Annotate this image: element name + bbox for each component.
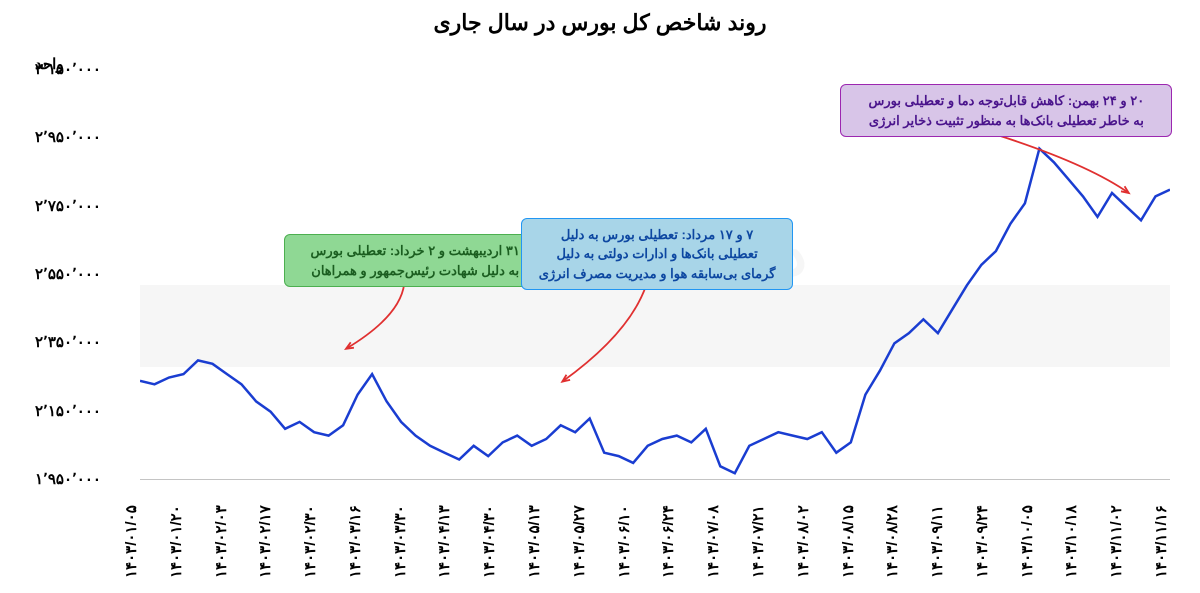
x-tick-label: ۱۴۰۳/۰۱/۰۵	[122, 505, 140, 578]
x-tick-label: ۱۴۰۳/۰۸/۲۸	[883, 505, 901, 578]
x-tick-label: ۱۴۰۳/۱۰/۰۵	[1018, 505, 1036, 578]
x-tick-label: ۱۴۰۳/۰۷/۲۱	[749, 505, 767, 578]
x-tick-label: ۱۴۰۳/۰۱/۲۰	[167, 505, 185, 578]
y-tick-label: ۲٬۹۵۰٬۰۰۰	[35, 128, 130, 146]
chart-title: روند شاخص کل بورس در سال جاری	[10, 10, 1190, 36]
chart-container: روند شاخص کل بورس در سال جاری واحد دنیای…	[10, 10, 1190, 583]
x-tick-label: ۱۴۰۳/۰۴/۳۰	[480, 505, 498, 578]
x-tick-label: ۱۴۰۳/۰۸/۰۲	[794, 505, 812, 578]
y-tick-label: ۲٬۵۵۰٬۰۰۰	[35, 265, 130, 283]
x-tick-label: ۱۴۰۳/۰۲/۱۷	[256, 505, 274, 578]
index-line	[140, 149, 1170, 474]
y-tick-label: ۳٬۱۵۰٬۰۰۰	[35, 60, 130, 78]
y-tick-label: ۱٬۹۵۰٬۰۰۰	[35, 470, 130, 488]
x-tick-label: ۱۴۰۳/۰۲/۰۳	[212, 505, 230, 578]
annotation-box: ۲۰ و ۲۴ بهمن: کاهش قابل‌توجه دما و تعطیل…	[840, 84, 1172, 137]
x-tick-label: ۱۴۰۳/۱۱/۱۶	[1152, 505, 1170, 578]
x-tick-label: ۱۴۰۳/۱۱/۰۲	[1107, 505, 1125, 578]
x-tick-label: ۱۴۰۳/۰۹/۱۱	[928, 505, 946, 578]
x-tick-label: ۱۴۰۳/۰۳/۱۶	[346, 505, 364, 578]
y-tick-label: ۲٬۷۵۰٬۰۰۰	[35, 197, 130, 215]
x-tick-label: ۱۴۰۳/۱۰/۱۸	[1062, 505, 1080, 578]
annotation-box: ۷ و ۱۷ مرداد: تعطیلی بورس به دلیلتعطیلی …	[521, 218, 793, 291]
y-tick-label: ۲٬۱۵۰٬۰۰۰	[35, 402, 130, 420]
plot-area: دنیای اقتصاد ۳۱ اردیبهشت و ۲ خرداد: تعطی…	[140, 70, 1170, 480]
y-tick-label: ۲٬۳۵۰٬۰۰۰	[35, 333, 130, 351]
annotation-arrow	[562, 286, 646, 382]
annotation-arrow	[346, 284, 404, 349]
x-tick-label: ۱۴۰۳/۰۲/۳۰	[301, 505, 319, 578]
x-tick-label: ۱۴۰۳/۰۶/۲۴	[659, 505, 677, 578]
x-tick-label: ۱۴۰۳/۰۳/۳۰	[391, 505, 409, 578]
x-tick-label: ۱۴۰۳/۰۶/۱۰	[615, 505, 633, 578]
x-tick-label: ۱۴۰۳/۰۴/۱۳	[435, 505, 453, 578]
annotation-arrow	[995, 134, 1128, 193]
x-tick-label: ۱۴۰۳/۰۷/۰۸	[704, 505, 722, 578]
x-tick-label: ۱۴۰۳/۰۸/۱۵	[839, 505, 857, 578]
x-tick-label: ۱۴۰۳/۰۵/۱۳	[525, 505, 543, 578]
annotation-box: ۳۱ اردیبهشت و ۲ خرداد: تعطیلی بورسبه دلی…	[284, 234, 546, 287]
x-tick-label: ۱۴۰۳/۰۵/۲۷	[570, 505, 588, 578]
x-tick-label: ۱۴۰۳/۰۹/۲۴	[973, 505, 991, 578]
